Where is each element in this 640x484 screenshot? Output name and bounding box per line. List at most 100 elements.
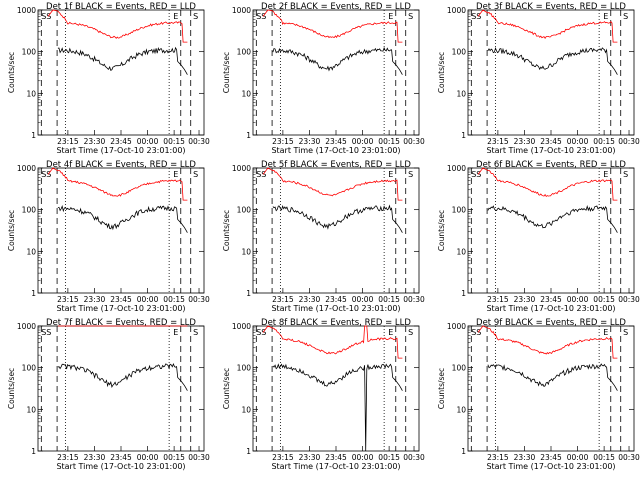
orbit-marker-label: E <box>603 170 608 179</box>
x-tick-label: 00:30 <box>188 453 210 462</box>
x-tick-label: 00:15 <box>593 453 615 462</box>
plot-frame <box>252 9 420 136</box>
x-axis-label: Start Time (17-Oct-10 23:01:00) <box>486 304 615 313</box>
orbit-marker-label: S <box>193 12 198 21</box>
plot-frame <box>252 167 420 294</box>
x-tick-label: 23:15 <box>272 137 294 146</box>
x-axis-label: Start Time (17-Oct-10 23:01:00) <box>271 304 400 313</box>
x-tick-label: 23:15 <box>57 295 79 304</box>
plot-frame <box>467 325 635 452</box>
plot-frame <box>467 9 635 136</box>
y-tick-label: 1000 <box>232 164 251 173</box>
y-tick-label: 10 <box>456 89 466 98</box>
x-tick-label: 00:30 <box>188 137 210 146</box>
x-tick-label: 23:30 <box>299 453 321 462</box>
x-tick-label: 23:30 <box>84 137 106 146</box>
x-tick-label: 00:15 <box>593 295 615 304</box>
plot-title: Det 4f BLACK = Events, RED = LLD <box>46 160 196 170</box>
lld-series-line <box>477 325 618 359</box>
orbit-marker-label: SS <box>471 328 481 337</box>
orbit-marker-label: SS <box>471 170 481 179</box>
plot-title: Det 6f BLACK = Events, RED = LLD <box>476 160 626 170</box>
y-tick-label: 10 <box>456 247 466 256</box>
y-tick-label: 100 <box>22 364 37 373</box>
y-axis-label: Counts/sec <box>222 210 231 251</box>
x-tick-label: 00:15 <box>163 453 185 462</box>
y-axis-label: Counts/sec <box>437 368 446 409</box>
detector-plot: Det 9f BLACK = Events, RED = LLD 1 10 100 10… <box>437 318 640 471</box>
y-tick-label: 1000 <box>447 6 466 15</box>
lld-series-line <box>47 167 188 201</box>
orbit-marker-label: E <box>173 12 178 21</box>
detector-plot: Det 8f BLACK = Events, RED = LLD 1 10 100 10… <box>222 318 425 471</box>
orbit-marker-label: SS <box>471 12 481 21</box>
y-axis-label: Counts/sec <box>7 52 16 93</box>
x-tick-label: 00:30 <box>188 295 210 304</box>
detector-plot: Det 2f BLACK = Events, RED = LLD 1 10 100 10… <box>222 2 425 155</box>
x-tick-label: 23:15 <box>487 137 509 146</box>
plot-title: Det 5f BLACK = Events, RED = LLD <box>261 160 411 170</box>
orbit-marker-label: SS <box>256 12 266 21</box>
lld-series-line <box>262 167 403 201</box>
y-axis-label: Counts/sec <box>7 210 16 251</box>
y-axis-label: Counts/sec <box>437 52 446 93</box>
detector-plot: Det 7f BLACK = Events, RED = LLD 1 10 100 10… <box>7 318 210 471</box>
lld-series-line <box>262 9 403 43</box>
x-tick-label: 23:30 <box>299 295 321 304</box>
orbit-marker-label: E <box>388 328 393 337</box>
orbit-marker-label: E <box>603 328 608 337</box>
y-tick-label: 1 <box>246 447 251 456</box>
orbit-marker-label: SS <box>256 328 266 337</box>
events-series-line <box>487 363 618 391</box>
x-tick-label: 23:30 <box>84 453 106 462</box>
y-axis-label: Counts/sec <box>222 52 231 93</box>
x-tick-label: 00:30 <box>403 137 425 146</box>
plot-frame <box>37 167 205 294</box>
events-series-line <box>272 204 403 233</box>
orbit-marker-label: S <box>193 170 198 179</box>
events-series-line <box>272 46 403 75</box>
x-tick-label: 00:15 <box>593 137 615 146</box>
x-tick-label: 00:15 <box>378 453 400 462</box>
y-tick-label: 1000 <box>447 164 466 173</box>
x-tick-label: 00:00 <box>567 453 589 462</box>
x-tick-label: 00:30 <box>618 295 640 304</box>
y-tick-label: 10 <box>456 405 466 414</box>
detector-plot: Det 4f BLACK = Events, RED = LLD 1 10 100 10… <box>7 160 210 313</box>
y-tick-label: 1 <box>461 131 466 140</box>
x-tick-label: 23:15 <box>272 453 294 462</box>
x-axis-label: Start Time (17-Oct-10 23:01:00) <box>486 146 615 155</box>
y-tick-label: 100 <box>22 206 37 215</box>
x-tick-label: 00:15 <box>378 295 400 304</box>
x-tick-label: 23:45 <box>540 453 562 462</box>
lld-series-line <box>47 9 188 43</box>
plot-title: Det 3f BLACK = Events, RED = LLD <box>476 2 626 12</box>
x-tick-label: 00:00 <box>137 295 159 304</box>
orbit-marker-label: S <box>623 170 628 179</box>
orbit-marker-label: S <box>623 328 628 337</box>
x-tick-label: 00:30 <box>618 137 640 146</box>
y-axis-label: Counts/sec <box>222 368 231 409</box>
orbit-marker-label: S <box>408 328 413 337</box>
x-tick-label: 23:30 <box>299 137 321 146</box>
x-tick-label: 23:45 <box>325 295 347 304</box>
y-axis-label: Counts/sec <box>7 368 16 409</box>
y-tick-label: 100 <box>237 206 252 215</box>
x-tick-label: 00:15 <box>163 295 185 304</box>
x-tick-label: 23:45 <box>325 453 347 462</box>
orbit-marker-label: E <box>388 170 393 179</box>
x-tick-label: 23:30 <box>514 295 536 304</box>
x-axis-label: Start Time (17-Oct-10 23:01:00) <box>56 304 185 313</box>
plot-title: Det 7f BLACK = Events, RED = LLD <box>46 318 196 328</box>
lld-series-line <box>477 167 618 201</box>
plot-frame <box>252 325 420 452</box>
orbit-marker-label: S <box>408 12 413 21</box>
orbit-marker-label: E <box>603 12 608 21</box>
y-tick-label: 10 <box>241 89 251 98</box>
x-tick-label: 00:30 <box>618 453 640 462</box>
x-tick-label: 23:15 <box>57 137 79 146</box>
x-tick-label: 23:15 <box>487 453 509 462</box>
plot-frame <box>467 167 635 294</box>
